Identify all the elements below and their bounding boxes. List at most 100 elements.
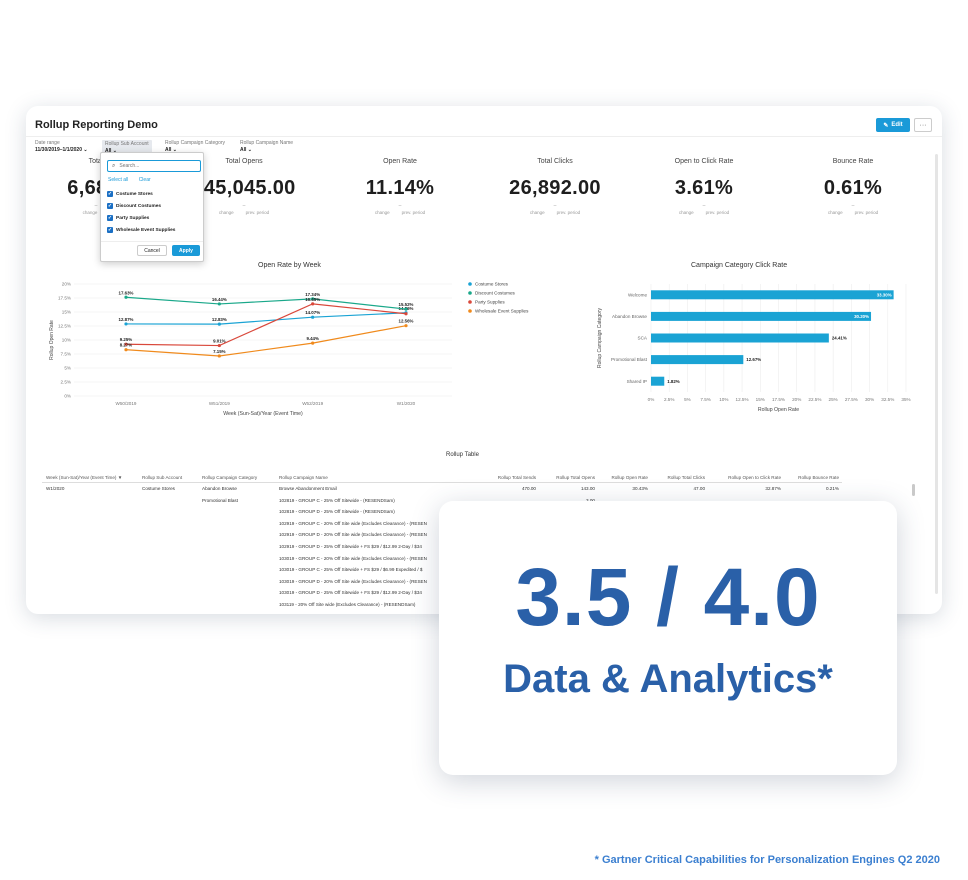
- table-row[interactable]: 103019 - GROUP D - 20% Off Site wide (Ex…: [42, 576, 842, 588]
- line-point[interactable]: [217, 322, 221, 326]
- bar-label: 33.30%: [877, 292, 892, 297]
- line-point-label: 12.87%: [119, 317, 134, 322]
- table-cell: 3.00: [586, 498, 595, 503]
- table-header-cell[interactable]: Rollup Open Rate: [611, 475, 648, 480]
- table-row[interactable]: 103019 - GROUP D - 25% Off Sitewide + FS…: [42, 587, 842, 599]
- filter-date-range[interactable]: Date range 11/30/2019–1/1/2020 ⌄: [35, 140, 88, 154]
- bar-label: 1.82%: [667, 379, 680, 384]
- checkbox-checked-icon[interactable]: ✓: [107, 191, 113, 197]
- filter-campaign-name[interactable]: Rollup Campaign Name All ⌄: [240, 140, 293, 154]
- table-row[interactable]: W1/2020 Costume Stores Abandon Browse Brows…: [42, 483, 842, 495]
- legend-label[interactable]: Costume Stores: [475, 282, 509, 287]
- dropdown-cancel-button[interactable]: Cancel: [137, 245, 167, 256]
- line-point[interactable]: [311, 302, 315, 306]
- table-header-cell[interactable]: Rollup Campaign Category: [202, 475, 258, 480]
- kpi-value: 0.61%: [823, 177, 883, 199]
- table-header-cell[interactable]: Rollup Bounce Rate: [798, 475, 839, 480]
- line-point[interactable]: [404, 312, 408, 316]
- kpi-footer: change prev. period: [374, 210, 426, 215]
- legend-label[interactable]: Discount Costumes: [475, 291, 516, 296]
- kpi-change-value: –: [242, 203, 246, 209]
- kpi-open-to-click-rate: Open to Click Rate 3.61% – change prev. p…: [634, 158, 774, 215]
- score-category: Data & Analytics*: [503, 657, 833, 701]
- table-header-cell[interactable]: Week (Sun-Sat)/Year (Event Time) ▼: [46, 475, 123, 480]
- clear-link[interactable]: Clear: [138, 177, 151, 183]
- dropdown-option-costume-stores[interactable]: ✓ Costume Stores: [107, 191, 153, 197]
- bar-chart-category: Shared IP: [627, 379, 647, 384]
- table-header-cell[interactable]: Rollup Sub Account: [142, 475, 183, 480]
- page-scrollbar[interactable]: [935, 154, 938, 594]
- table-row[interactable]: 102919 - GROUP D - 25% Off Sitewide + FS…: [42, 541, 842, 553]
- bar-label: 30.20%: [854, 314, 869, 319]
- dropdown-apply-button[interactable]: Apply: [172, 245, 200, 256]
- line-point[interactable]: [124, 342, 128, 346]
- table-row[interactable]: 102919 - GROUP C - 20% Off Site wide (Ex…: [42, 518, 842, 530]
- bar[interactable]: [651, 311, 872, 321]
- line-point-label: 9.44%: [306, 336, 319, 341]
- bar-chart-category: Promotional Blast: [611, 357, 648, 362]
- table-row[interactable]: Promotional Blast 102819 - GROUP C - 25% …: [42, 495, 842, 507]
- more-options-button[interactable]: ···: [914, 118, 932, 132]
- checkbox-checked-icon[interactable]: ✓: [107, 227, 113, 233]
- bar[interactable]: [651, 376, 665, 386]
- legend-swatch: [468, 282, 472, 286]
- line-point[interactable]: [124, 322, 128, 326]
- table-header-cell[interactable]: Rollup Campaign Name: [279, 475, 328, 480]
- bar[interactable]: [651, 290, 894, 300]
- bar[interactable]: [651, 333, 829, 343]
- kpi-label: Bounce Rate: [832, 158, 874, 165]
- bar-chart-category: Welcome: [628, 292, 648, 297]
- table-cell: 32.87%: [765, 486, 781, 491]
- option-label: Costume Stores: [116, 191, 153, 197]
- table-row[interactable]: 103119 - 20% Off Site wide (Excludes Cle…: [42, 599, 842, 611]
- table-header-cell[interactable]: Rollup Total Clicks: [667, 475, 705, 480]
- dropdown-option-wholesale-event-supplies[interactable]: ✓ Wholesale Event Supplies: [107, 227, 175, 233]
- dropdown-search-input[interactable]: [119, 163, 196, 169]
- table-cell: 143.00: [580, 486, 595, 491]
- table-header-cell[interactable]: Rollup Total Sends: [497, 475, 536, 480]
- kpi-label: Total: [88, 158, 104, 165]
- filter-sub-account[interactable]: Rollup Sub Account All ⌄: [102, 140, 152, 156]
- click-rate-bar-chart: 0% 2.5% 5% 7.5% 10% 12.5% 15% 17.5% 20% 22.5% 25% 2…: [597, 284, 911, 413]
- edit-button[interactable]: ✎ Edit: [876, 118, 910, 132]
- table-row[interactable]: 103019 - GROUP C - 25% Off Sitewide + FS…: [42, 564, 842, 576]
- checkbox-checked-icon[interactable]: ✓: [107, 215, 113, 221]
- legend-label[interactable]: Wholesale Event Supplies: [475, 309, 529, 314]
- table-row[interactable]: 103019 - GROUP C - 20% Off Site wide (Ex…: [42, 553, 842, 565]
- checkbox-checked-icon[interactable]: ✓: [107, 203, 113, 209]
- table-row[interactable]: 102919 - GROUP D - 20% Off Site wide (Ex…: [42, 529, 842, 541]
- line-point[interactable]: [217, 343, 221, 348]
- table-scrollbar[interactable]: [912, 484, 915, 496]
- line-point[interactable]: [404, 324, 408, 328]
- line-point[interactable]: [404, 307, 408, 311]
- open-rate-line-chart: 0% 2.5% 5% 7.5% 10% 12.5% 15% 17.5% 20% W50/2019 W…: [49, 282, 529, 417]
- table-cell: 102919 - GROUP D - 20% Off Site wide (Ex…: [279, 532, 427, 538]
- dropdown-search-box[interactable]: ⌕: [107, 160, 201, 172]
- line-point[interactable]: [311, 341, 315, 345]
- table-cell: Browse Abandonment Email: [279, 486, 337, 491]
- table-header-cell[interactable]: Rollup Total Opens: [556, 475, 595, 480]
- filter-campaign-category[interactable]: Rollup Campaign Category All ⌄: [165, 140, 225, 154]
- bar[interactable]: [651, 355, 744, 365]
- filter-value: All ⌄: [240, 146, 252, 153]
- dropdown-option-discount-costumes[interactable]: ✓ Discount Costumes: [107, 203, 161, 209]
- legend-swatch: [468, 291, 472, 295]
- table-cell: 30.43%: [632, 486, 648, 491]
- legend-label[interactable]: Party Supplies: [475, 300, 505, 305]
- line-point[interactable]: [217, 302, 221, 306]
- edit-button-label: Edit: [891, 122, 903, 128]
- line-point-label: 8.27%: [120, 343, 133, 348]
- select-all-link[interactable]: Select all: [108, 177, 129, 183]
- line-point[interactable]: [311, 297, 315, 301]
- bar-chart-y-label: Rollup Campaign Category: [597, 307, 603, 368]
- line-point[interactable]: [124, 348, 128, 352]
- table-row[interactable]: 102819 - GROUP D - 25% Off Sitewide - (R…: [42, 506, 842, 518]
- line-point[interactable]: [124, 295, 128, 299]
- dropdown-option-party-supplies[interactable]: ✓ Party Supplies: [107, 215, 149, 221]
- line-point[interactable]: [311, 315, 315, 319]
- table-header-cell[interactable]: Rollup Open to Click Rate: [728, 475, 781, 480]
- line-point[interactable]: [217, 354, 221, 358]
- bar-chart-x-tick: 32.5%: [881, 397, 894, 402]
- kpi-label: Open Rate: [383, 158, 417, 165]
- line-point-label: 9.01%: [213, 339, 226, 344]
